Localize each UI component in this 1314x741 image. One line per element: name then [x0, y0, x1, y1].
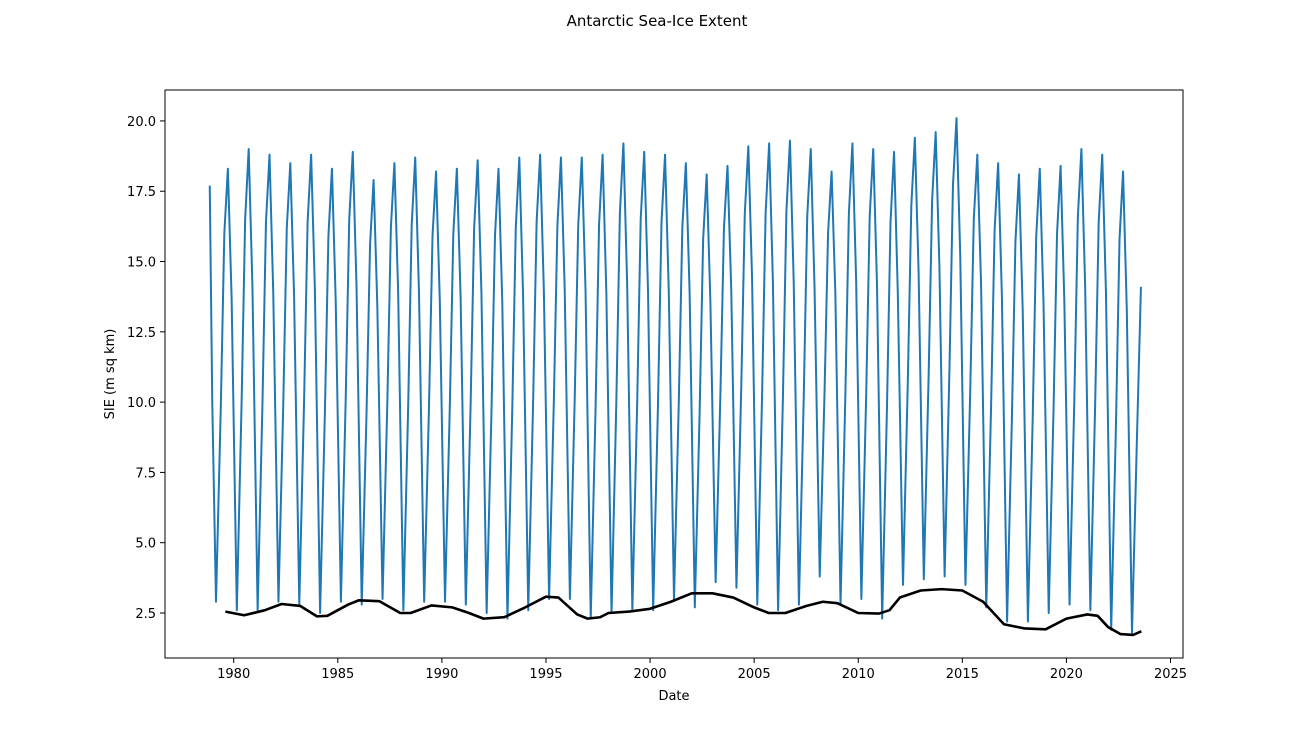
x-tick-label: 1995 [529, 667, 562, 682]
x-tick-label: 2025 [1154, 667, 1187, 682]
x-tick-label: 2010 [842, 667, 875, 682]
x-axis-label: Date [658, 689, 689, 704]
y-tick-label: 7.5 [135, 466, 156, 481]
x-tick-label: 1990 [425, 667, 458, 682]
x-tick-label: 2005 [738, 667, 771, 682]
x-tick-label: 1980 [217, 667, 250, 682]
x-tick-label: 2000 [634, 667, 667, 682]
chart-title: Antarctic Sea-Ice Extent [567, 12, 748, 30]
y-tick-label: 20.0 [127, 115, 156, 130]
x-tick-label: 1985 [321, 667, 354, 682]
y-tick-label: 10.0 [127, 396, 156, 411]
y-tick-label: 2.5 [135, 607, 156, 622]
x-tick-label: 2020 [1050, 667, 1083, 682]
y-tick-label: 15.0 [127, 256, 156, 271]
plot-frame [164, 89, 1184, 659]
y-tick-label: 17.5 [127, 185, 156, 200]
y-axis-label: SIE (m sq km) [103, 329, 118, 420]
y-tick-label: 5.0 [135, 537, 156, 552]
data-line [225, 587, 1142, 637]
data-line [208, 117, 1142, 634]
y-tick-label: 12.5 [127, 326, 156, 341]
x-tick-label: 2015 [946, 667, 979, 682]
